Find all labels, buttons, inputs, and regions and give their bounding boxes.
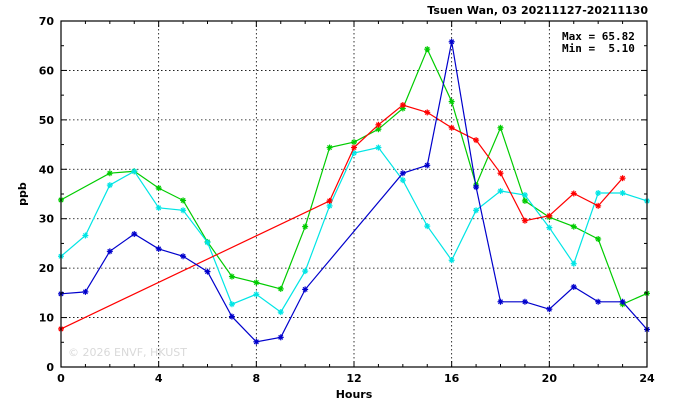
data-point [277, 285, 284, 292]
data-point [521, 191, 528, 198]
data-point [204, 239, 211, 246]
data-point [424, 46, 431, 53]
data-point [302, 268, 309, 275]
max-stat: Max = 65.82 [562, 30, 635, 43]
series-line [60, 41, 648, 343]
data-point [180, 207, 187, 214]
data-point [546, 212, 553, 219]
y-tick-label: 20 [39, 262, 55, 275]
data-point [448, 38, 455, 45]
data-point [82, 232, 89, 239]
data-point [546, 306, 553, 313]
data-point [228, 313, 235, 320]
data-point [326, 197, 333, 204]
data-point [106, 182, 113, 189]
data-point [595, 298, 602, 305]
x-tick-label: 0 [57, 372, 65, 385]
y-tick-label: 50 [39, 114, 55, 127]
data-point [302, 223, 309, 230]
data-point [180, 197, 187, 204]
y-tick-label: 10 [39, 312, 55, 325]
x-tick-label: 16 [444, 372, 460, 385]
data-point [180, 253, 187, 260]
data-point [570, 283, 577, 290]
data-point [228, 301, 235, 308]
min-stat: Min = 5.10 [562, 42, 635, 55]
data-point [253, 279, 260, 286]
chart-title: Tsuen Wan, 03 20211127-20211130 [427, 4, 648, 17]
series-4 [58, 38, 650, 345]
data-point [570, 190, 577, 197]
x-tick-label: 20 [542, 372, 558, 385]
data-point [424, 223, 431, 230]
data-point [131, 231, 138, 238]
data-point [399, 170, 406, 177]
data-point [375, 144, 382, 151]
y-tick-label: 30 [39, 213, 55, 226]
y-tick-label: 0 [46, 361, 54, 374]
data-point [521, 197, 528, 204]
data-point [253, 291, 260, 298]
series-line [60, 104, 624, 330]
y-tick-label: 40 [39, 163, 55, 176]
y-axis-label: ppb [16, 182, 29, 206]
data-point [82, 288, 89, 295]
data-point [521, 298, 528, 305]
data-point [424, 162, 431, 169]
x-tick-label: 24 [639, 372, 655, 385]
x-tick-label: 12 [346, 372, 361, 385]
data-point [473, 184, 480, 191]
data-point [497, 124, 504, 131]
data-point [399, 102, 406, 109]
data-point [106, 170, 113, 177]
data-point [155, 185, 162, 192]
data-point [302, 286, 309, 293]
series-2 [58, 144, 650, 316]
data-point [253, 338, 260, 345]
data-point [131, 168, 138, 175]
data-point [619, 190, 626, 197]
data-point [277, 309, 284, 316]
data-point [619, 298, 626, 305]
data-point [497, 188, 504, 195]
data-point [106, 248, 113, 255]
data-point [595, 190, 602, 197]
x-tick-label: 4 [155, 372, 163, 385]
data-point [277, 334, 284, 341]
data-point [619, 175, 626, 182]
data-point [448, 98, 455, 105]
y-tick-label: 70 [39, 15, 55, 28]
data-point [497, 298, 504, 305]
data-point [595, 235, 602, 242]
data-point [448, 257, 455, 264]
data-point [204, 268, 211, 275]
data-point [351, 144, 357, 151]
axis-ticks: 0 4 8 12 16 20 24 0 10 20 30 40 50 60 70 [39, 15, 655, 385]
data-point [424, 109, 431, 116]
watermark: © 2026 ENVF, HKUST [68, 346, 187, 359]
series-3 [58, 102, 626, 332]
data-point [375, 121, 382, 128]
x-axis-label: Hours [336, 388, 373, 401]
data-point [473, 137, 480, 144]
data-point [351, 139, 357, 146]
data-point [546, 224, 553, 231]
data-point [521, 217, 528, 224]
data-point [473, 207, 480, 214]
data-point [155, 245, 162, 252]
data-point [595, 202, 602, 209]
data-point [570, 223, 577, 230]
x-tick-label: 8 [253, 372, 261, 385]
data-point [326, 144, 333, 151]
y-tick-label: 60 [39, 64, 55, 77]
data-point [497, 170, 504, 177]
data-point [155, 204, 162, 211]
data-point [448, 124, 455, 131]
data-point [570, 260, 577, 267]
data-point [228, 273, 235, 280]
data-point [399, 177, 406, 184]
series-layer [58, 38, 650, 345]
